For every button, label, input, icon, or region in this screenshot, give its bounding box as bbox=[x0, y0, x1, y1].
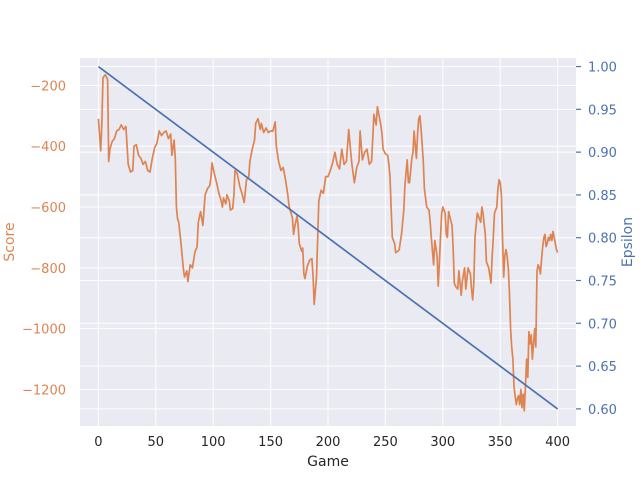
right-y-tick-label: 0.75 bbox=[588, 275, 617, 290]
right-y-tick-label: 1.00 bbox=[588, 61, 617, 76]
x-tick-label: 0 bbox=[94, 435, 102, 450]
epsilon-line bbox=[97, 65, 559, 410]
left-y-tick-label: −1200 bbox=[22, 384, 66, 399]
x-tick-label: 50 bbox=[148, 435, 165, 450]
x-tick-label: 300 bbox=[430, 435, 455, 450]
left-y-tick-label: −200 bbox=[30, 79, 66, 94]
right-axis-label: Epsilon bbox=[620, 217, 636, 267]
x-tick-label: 350 bbox=[488, 435, 513, 450]
tick-labels: 0 50 100 150 200 250 300 350 400 −200 −400 −600 −800… bbox=[22, 61, 617, 450]
right-y-tick-label: 0.60 bbox=[588, 403, 617, 418]
x-tick-label: 100 bbox=[201, 435, 226, 450]
left-y-tick-label: −800 bbox=[30, 262, 66, 277]
left-y-tick-label: −400 bbox=[30, 140, 66, 155]
left-y-tick-label: −600 bbox=[30, 201, 66, 216]
series-lines bbox=[97, 65, 559, 412]
left-axis-label: Score bbox=[2, 222, 18, 261]
right-y-tick-label: 0.65 bbox=[588, 360, 617, 375]
left-y-tick-label: −1000 bbox=[22, 323, 66, 338]
right-y-tick-label: 0.80 bbox=[588, 232, 617, 247]
right-y-tick-label: 0.70 bbox=[588, 317, 617, 332]
score-line bbox=[97, 73, 559, 412]
right-y-tick-label: 0.90 bbox=[588, 146, 617, 161]
x-tick-label: 250 bbox=[373, 435, 398, 450]
x-tick-label: 150 bbox=[258, 435, 283, 450]
x-tick-label: 200 bbox=[316, 435, 341, 450]
right-y-tick-label: 0.85 bbox=[588, 189, 617, 204]
right-y-tick-label: 0.95 bbox=[588, 103, 617, 118]
x-tick-label: 400 bbox=[545, 435, 570, 450]
x-axis-label: Game bbox=[307, 454, 349, 470]
